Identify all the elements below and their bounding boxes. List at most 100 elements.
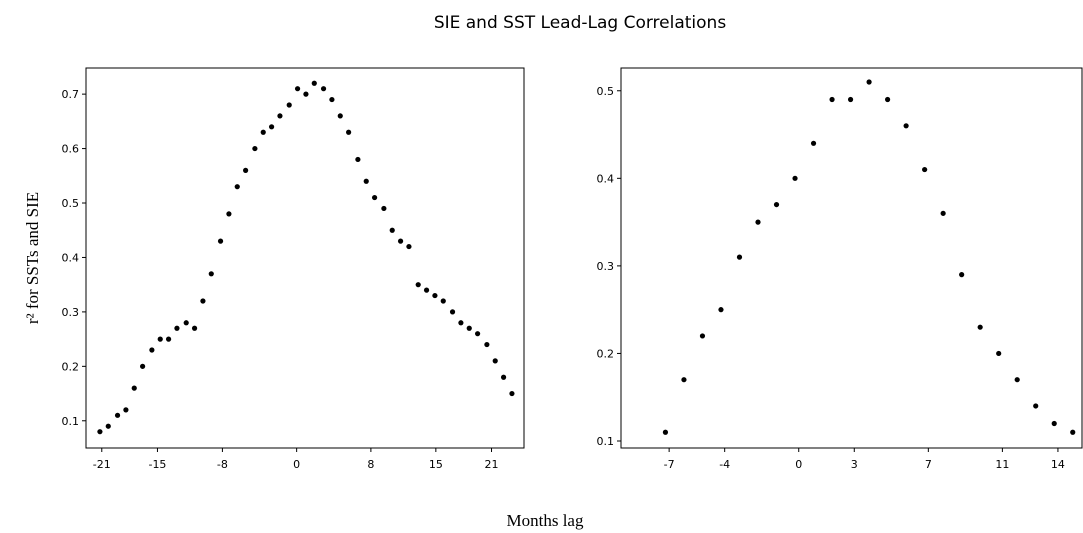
- data-point: [381, 205, 387, 212]
- x-tick-label: 7: [925, 458, 932, 471]
- data-point: [200, 298, 206, 304]
- x-tick-label: 11: [995, 458, 1009, 471]
- data-point: [371, 194, 378, 201]
- data-point: [449, 309, 456, 315]
- data-point: [415, 282, 421, 288]
- data-point: [157, 336, 163, 342]
- data-point: [191, 325, 198, 331]
- x-tick-label: -4: [719, 458, 730, 471]
- data-point: [996, 350, 1002, 357]
- y-tick-label: 0.6: [62, 143, 80, 156]
- data-point: [252, 145, 258, 152]
- data-point: [903, 123, 909, 129]
- y-tick-label: 0.5: [62, 197, 80, 210]
- data-point: [885, 96, 891, 103]
- data-point: [389, 227, 395, 233]
- data-point: [792, 175, 798, 181]
- data-point: [149, 347, 155, 353]
- data-point: [208, 271, 214, 277]
- y-tick-label: 0.4: [62, 251, 80, 264]
- x-tick-label: -21: [93, 458, 111, 471]
- data-point: [165, 336, 172, 342]
- data-point: [718, 307, 724, 313]
- data-point: [755, 219, 761, 225]
- data-point: [1014, 377, 1020, 383]
- x-tick-label: 0: [293, 458, 300, 471]
- y-tick-label: 0.5: [597, 85, 615, 98]
- x-axis-label: Months lag: [507, 511, 584, 530]
- x-tick-label: -15: [148, 458, 166, 471]
- y-axis-label: r² for SSTs and SIE: [23, 192, 42, 324]
- data-point: [509, 390, 515, 397]
- data-point: [303, 91, 309, 97]
- data-point: [174, 325, 180, 331]
- data-point: [847, 96, 854, 103]
- data-point: [243, 167, 249, 173]
- x-tick-label: -7: [664, 458, 675, 471]
- data-point: [346, 129, 352, 135]
- data-point: [500, 374, 507, 380]
- data-point: [1070, 429, 1076, 435]
- data-point: [466, 325, 472, 331]
- data-point: [311, 80, 317, 86]
- panel: 0.1 0.2 0.3 0.4 0.5 0.6 0.7 -21 -15 -8 0 8 15 21: [62, 67, 525, 471]
- data-point: [940, 210, 946, 216]
- data-point: [1051, 420, 1057, 427]
- data-point: [432, 292, 438, 299]
- x-tick-label: 3: [851, 458, 858, 471]
- data-point: [294, 86, 301, 92]
- y-tick-label: 0.1: [597, 435, 615, 448]
- plot-frame: [620, 67, 1083, 449]
- data-point: [114, 412, 121, 418]
- data-point: [475, 331, 481, 337]
- data-point: [329, 96, 335, 103]
- data-point: [810, 140, 817, 146]
- data-point: [440, 298, 446, 304]
- data-point: [97, 429, 103, 435]
- plot-frame: [85, 67, 525, 449]
- data-point: [268, 124, 275, 130]
- data-point: [355, 156, 361, 163]
- data-point: [286, 102, 292, 108]
- data-point: [363, 178, 369, 184]
- data-point: [829, 96, 835, 103]
- y-tick-label: 0.2: [597, 347, 615, 360]
- data-point: [423, 287, 430, 293]
- data-point: [337, 113, 343, 119]
- data-point: [492, 358, 498, 364]
- x-tick-label: 15: [429, 458, 443, 471]
- data-point: [260, 129, 266, 135]
- data-point: [320, 86, 327, 92]
- data-point: [183, 320, 189, 326]
- x-tick-label: 21: [485, 458, 499, 471]
- data-point: [681, 377, 687, 383]
- data-point: [277, 113, 283, 119]
- y-tick-label: 0.3: [62, 306, 80, 319]
- data-point: [977, 324, 983, 330]
- chart-title: SIE and SST Lead-Lag Correlations: [434, 13, 727, 33]
- data-point: [397, 238, 404, 244]
- data-point: [458, 320, 464, 326]
- data-point: [484, 341, 490, 348]
- data-point: [105, 423, 111, 429]
- data-point: [226, 211, 232, 217]
- data-point: [406, 243, 412, 250]
- y-tick-label: 0.7: [62, 88, 80, 101]
- data-point: [123, 407, 129, 413]
- data-point: [140, 363, 146, 369]
- data-point: [773, 201, 780, 208]
- y-tick-label: 0.1: [62, 415, 80, 428]
- data-point: [699, 333, 706, 339]
- x-tick-label: -8: [217, 458, 228, 471]
- data-point: [736, 254, 743, 260]
- y-tick-label: 0.4: [597, 172, 615, 185]
- data-point: [959, 272, 965, 278]
- x-tick-label: 14: [1051, 458, 1065, 471]
- data-point: [922, 166, 928, 173]
- y-tick-label: 0.2: [62, 360, 80, 373]
- y-tick-label: 0.3: [597, 260, 615, 273]
- data-point: [234, 184, 240, 190]
- data-point: [662, 429, 669, 435]
- panel: 0.1 0.2 0.3 0.4 0.5 -7 -4 0 3 7 11 14: [597, 67, 1083, 471]
